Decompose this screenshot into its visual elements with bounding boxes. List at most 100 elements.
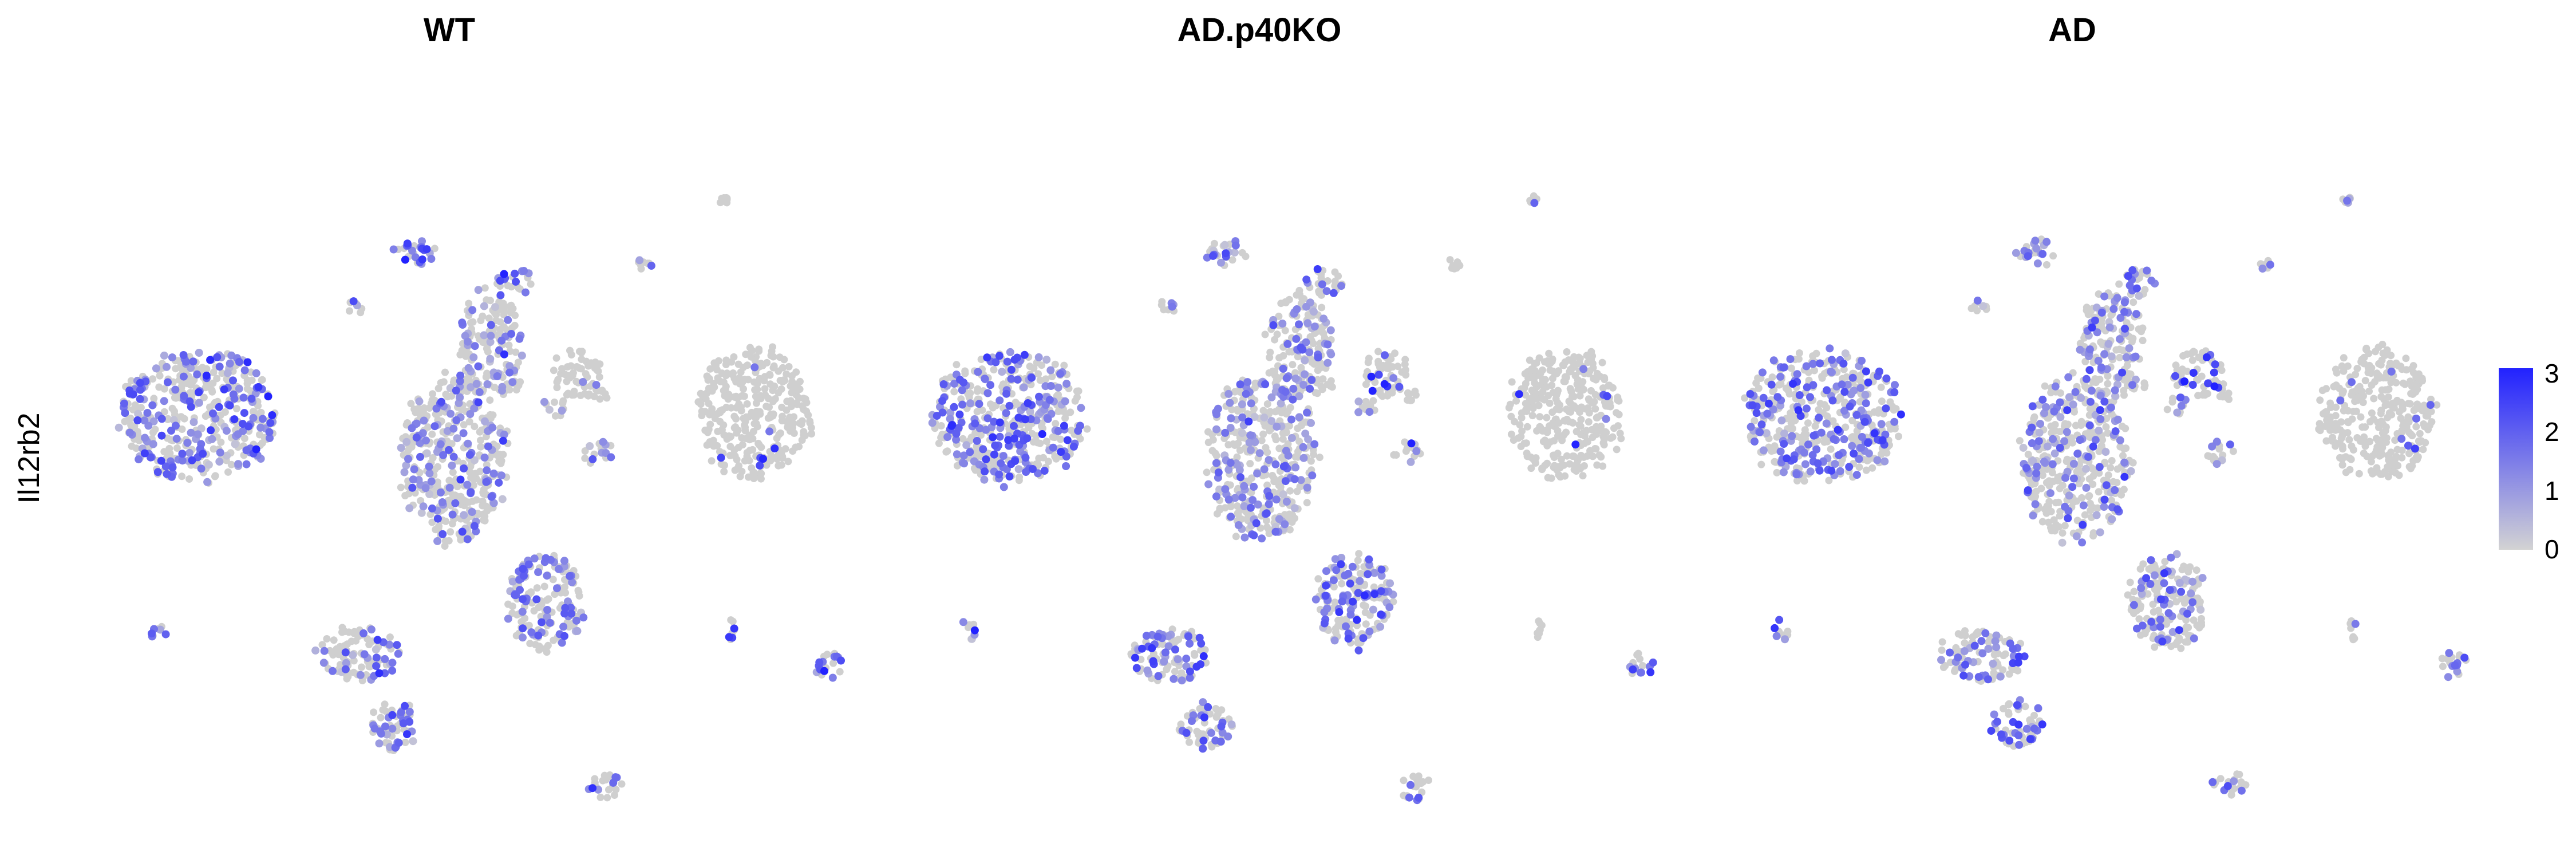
cell-point-expressing: [499, 495, 507, 503]
cell-point: [2063, 458, 2071, 465]
cell-point: [2380, 350, 2387, 357]
cell-point-expressing: [1349, 598, 1357, 606]
cell-point: [605, 786, 613, 794]
cell-point: [1554, 450, 1562, 457]
cell-point-expressing: [1347, 610, 1355, 618]
cell-point: [2400, 380, 2407, 387]
cell-point-expressing: [560, 632, 568, 640]
cell-point-expressing: [466, 410, 474, 418]
cell-point-expressing: [1239, 494, 1247, 502]
panel-ad-p40ko: AD.p40KO: [929, 11, 1657, 804]
cell-point: [2329, 434, 2336, 441]
cell-point: [496, 318, 504, 326]
cell-point: [1369, 397, 1377, 404]
cell-point: [2130, 609, 2138, 617]
cell-point-expressing: [1041, 467, 1049, 475]
cell-point: [531, 607, 538, 614]
cell-point-expressing: [243, 446, 251, 454]
cell-point-expressing: [1515, 390, 1523, 398]
cell-point-expressing: [1232, 242, 1240, 250]
cell-point: [2230, 448, 2237, 455]
cell-point-expressing: [1331, 636, 1339, 644]
cell-point: [783, 418, 791, 425]
cell-point: [742, 413, 750, 421]
cell-point: [1589, 434, 1597, 441]
cell-point-expressing: [1283, 498, 1291, 506]
cell-point: [1530, 404, 1537, 412]
cell-point: [1804, 419, 1812, 427]
cell-point-expressing: [1046, 367, 1054, 375]
cell-point: [1279, 430, 1287, 437]
cell-point: [1271, 432, 1279, 440]
cell-point-expressing: [959, 618, 967, 626]
cell-point-expressing: [1646, 668, 1654, 676]
cell-point: [152, 425, 159, 433]
cell-point-expressing: [966, 448, 974, 456]
cell-point-expressing: [1143, 667, 1151, 675]
cell-point-expressing: [1322, 592, 1330, 600]
cell-point-expressing: [1327, 350, 1335, 358]
cell-point-expressing: [519, 595, 527, 603]
cell-point-expressing: [1386, 580, 1394, 588]
cell-point: [2103, 423, 2110, 431]
cell-point-expressing: [1035, 353, 1043, 361]
cell-point: [1533, 359, 1540, 367]
cell-point: [2204, 452, 2211, 460]
cell-point: [2045, 477, 2053, 484]
cell-point: [1204, 428, 1212, 436]
cell-point: [726, 434, 734, 441]
cell-point-expressing: [490, 470, 498, 478]
cell-point-expressing: [448, 462, 456, 470]
cell-point: [730, 413, 738, 420]
cell-point: [748, 347, 756, 354]
cell-point-expressing: [311, 647, 319, 655]
cell-point-expressing: [579, 613, 587, 621]
cell-point: [2362, 377, 2369, 384]
cell-point: [1811, 367, 1818, 375]
cell-point-expressing: [483, 466, 491, 474]
cell-point-expressing: [1368, 373, 1376, 381]
cell-point: [2388, 411, 2395, 419]
cell-point-expressing: [546, 619, 554, 627]
cell-point: [721, 462, 728, 469]
cell-point: [2016, 437, 2024, 444]
cell-point-expressing: [1303, 409, 1311, 417]
cell-point: [1362, 609, 1369, 616]
cell-point: [2412, 423, 2420, 431]
cell-point-expressing: [519, 608, 527, 616]
cell-point: [244, 385, 251, 393]
cell-point-expressing: [958, 386, 966, 394]
cell-point: [591, 775, 598, 783]
cell-point-expressing: [180, 373, 188, 381]
cell-point-expressing: [947, 422, 955, 430]
cell-point: [2071, 408, 2078, 416]
cell-point-expressing: [1250, 531, 1258, 539]
cell-point-expressing: [1330, 576, 1338, 584]
cell-point-expressing: [437, 440, 445, 448]
cell-point-expressing: [1024, 399, 1032, 407]
cell-point: [706, 438, 714, 446]
cell-point-expressing: [543, 606, 551, 614]
cell-point-expressing: [1247, 504, 1255, 512]
cell-point: [1579, 472, 1587, 479]
cell-point-expressing: [1200, 714, 1208, 722]
cell-point-expressing: [1171, 645, 1179, 653]
cell-point: [2360, 450, 2368, 457]
cell-point-expressing: [1212, 425, 1220, 434]
cell-point-expressing: [1282, 388, 1290, 396]
cell-point-expressing: [205, 461, 213, 469]
cell-point-expressing: [418, 255, 426, 263]
cell-point-expressing: [1170, 675, 1178, 683]
cell-point: [2114, 466, 2121, 473]
cell-point: [516, 378, 524, 385]
cell-point: [1409, 773, 1417, 780]
cell-point: [2137, 602, 2144, 610]
cell-point: [2362, 345, 2370, 352]
cell-point: [2139, 337, 2147, 344]
cell-point: [2059, 482, 2067, 489]
cell-point: [1334, 273, 1342, 280]
cell-point-expressing: [1337, 282, 1345, 290]
cell-point: [553, 354, 560, 362]
cell-point: [602, 775, 609, 783]
